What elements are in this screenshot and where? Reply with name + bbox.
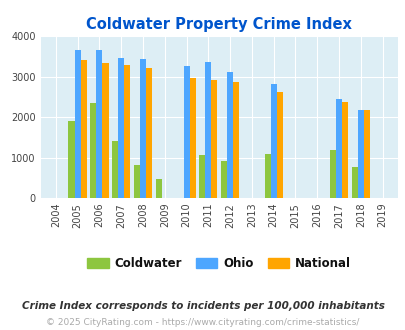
Bar	[335, 99, 341, 198]
Bar	[118, 58, 124, 198]
Bar	[363, 110, 369, 198]
Title: Coldwater Property Crime Index: Coldwater Property Crime Index	[86, 17, 351, 32]
Bar	[134, 165, 140, 198]
Bar	[75, 50, 81, 198]
Bar	[211, 80, 217, 198]
Bar	[220, 161, 226, 198]
Bar	[226, 72, 232, 198]
Bar	[270, 84, 276, 198]
Bar	[155, 179, 161, 198]
Bar	[102, 63, 108, 198]
Bar	[90, 103, 96, 198]
Bar	[96, 50, 102, 198]
Bar	[146, 68, 152, 198]
Bar	[351, 167, 357, 198]
Bar	[140, 59, 146, 198]
Bar	[199, 155, 205, 198]
Bar	[264, 154, 270, 198]
Bar	[205, 62, 211, 198]
Bar	[357, 110, 363, 198]
Bar	[341, 102, 347, 198]
Text: © 2025 CityRating.com - https://www.cityrating.com/crime-statistics/: © 2025 CityRating.com - https://www.city…	[46, 318, 359, 327]
Text: Crime Index corresponds to incidents per 100,000 inhabitants: Crime Index corresponds to incidents per…	[21, 301, 384, 311]
Bar	[112, 141, 118, 198]
Legend: Coldwater, Ohio, National: Coldwater, Ohio, National	[83, 252, 355, 275]
Bar	[183, 66, 189, 198]
Bar	[189, 78, 195, 198]
Bar	[329, 150, 335, 198]
Bar	[276, 92, 282, 198]
Bar	[124, 65, 130, 198]
Bar	[81, 60, 87, 198]
Bar	[232, 82, 239, 198]
Bar	[68, 121, 75, 198]
